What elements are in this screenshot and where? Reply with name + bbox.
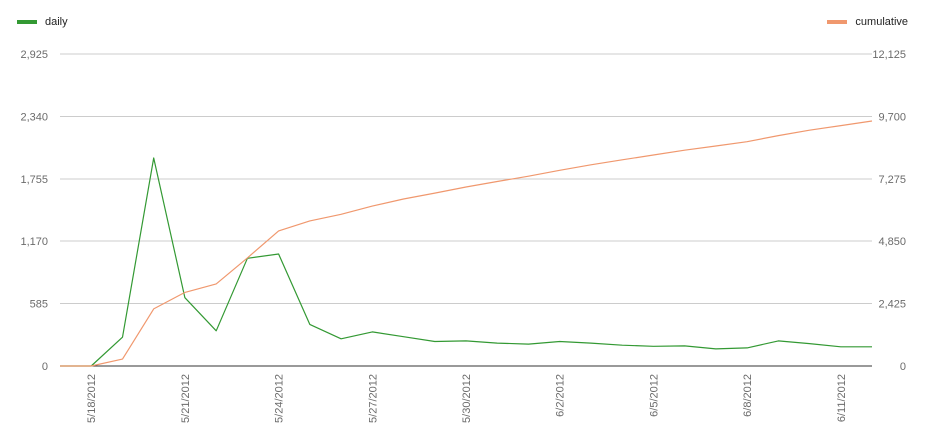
legend-label-cumulative: cumulative [855,16,908,28]
x-axis-tick-label: 6/2/2012 [555,374,567,417]
left-axis-tick-label: 2,925 [20,49,48,61]
series-line-cumulative [60,120,873,367]
x-axis-tick-label: 5/21/2012 [180,374,192,423]
legend-item-cumulative[interactable]: cumulative [827,16,908,28]
x-axis-tick-label: 6/8/2012 [742,374,754,417]
x-axis-tick-label: 6/11/2012 [836,374,848,422]
right-axis-tick-label: 2,425 [878,299,906,311]
x-axis-tick-label: 5/27/2012 [367,374,379,423]
right-axis-tick-label: 9,700 [878,111,906,123]
left-axis-tick-label: 1,755 [20,174,48,186]
x-axis-tick-label: 6/5/2012 [648,374,660,417]
left-axis-tick-label: 585 [30,299,48,311]
right-axis-tick-label: 4,850 [878,236,906,248]
right-axis-tick-label: 0 [900,361,906,373]
right-axis-tick-label: 7,275 [878,174,906,186]
x-axis-tick-label: 5/30/2012 [461,374,473,423]
left-axis-tick-label: 1,170 [20,236,48,248]
right-axis-tick-label: 12,125 [872,49,906,61]
series-line-daily [60,157,872,367]
legend-swatch-daily [17,20,37,24]
left-axis-tick-label: 2,340 [20,111,48,123]
legend-label-daily: daily [45,16,68,28]
x-axis-tick-label: 5/18/2012 [86,374,98,423]
legend-swatch-cumulative [827,20,848,24]
x-axis-tick-label: 5/24/2012 [274,374,286,423]
legend-item-daily[interactable]: daily [17,16,68,28]
left-axis-tick-label: 0 [42,361,48,373]
